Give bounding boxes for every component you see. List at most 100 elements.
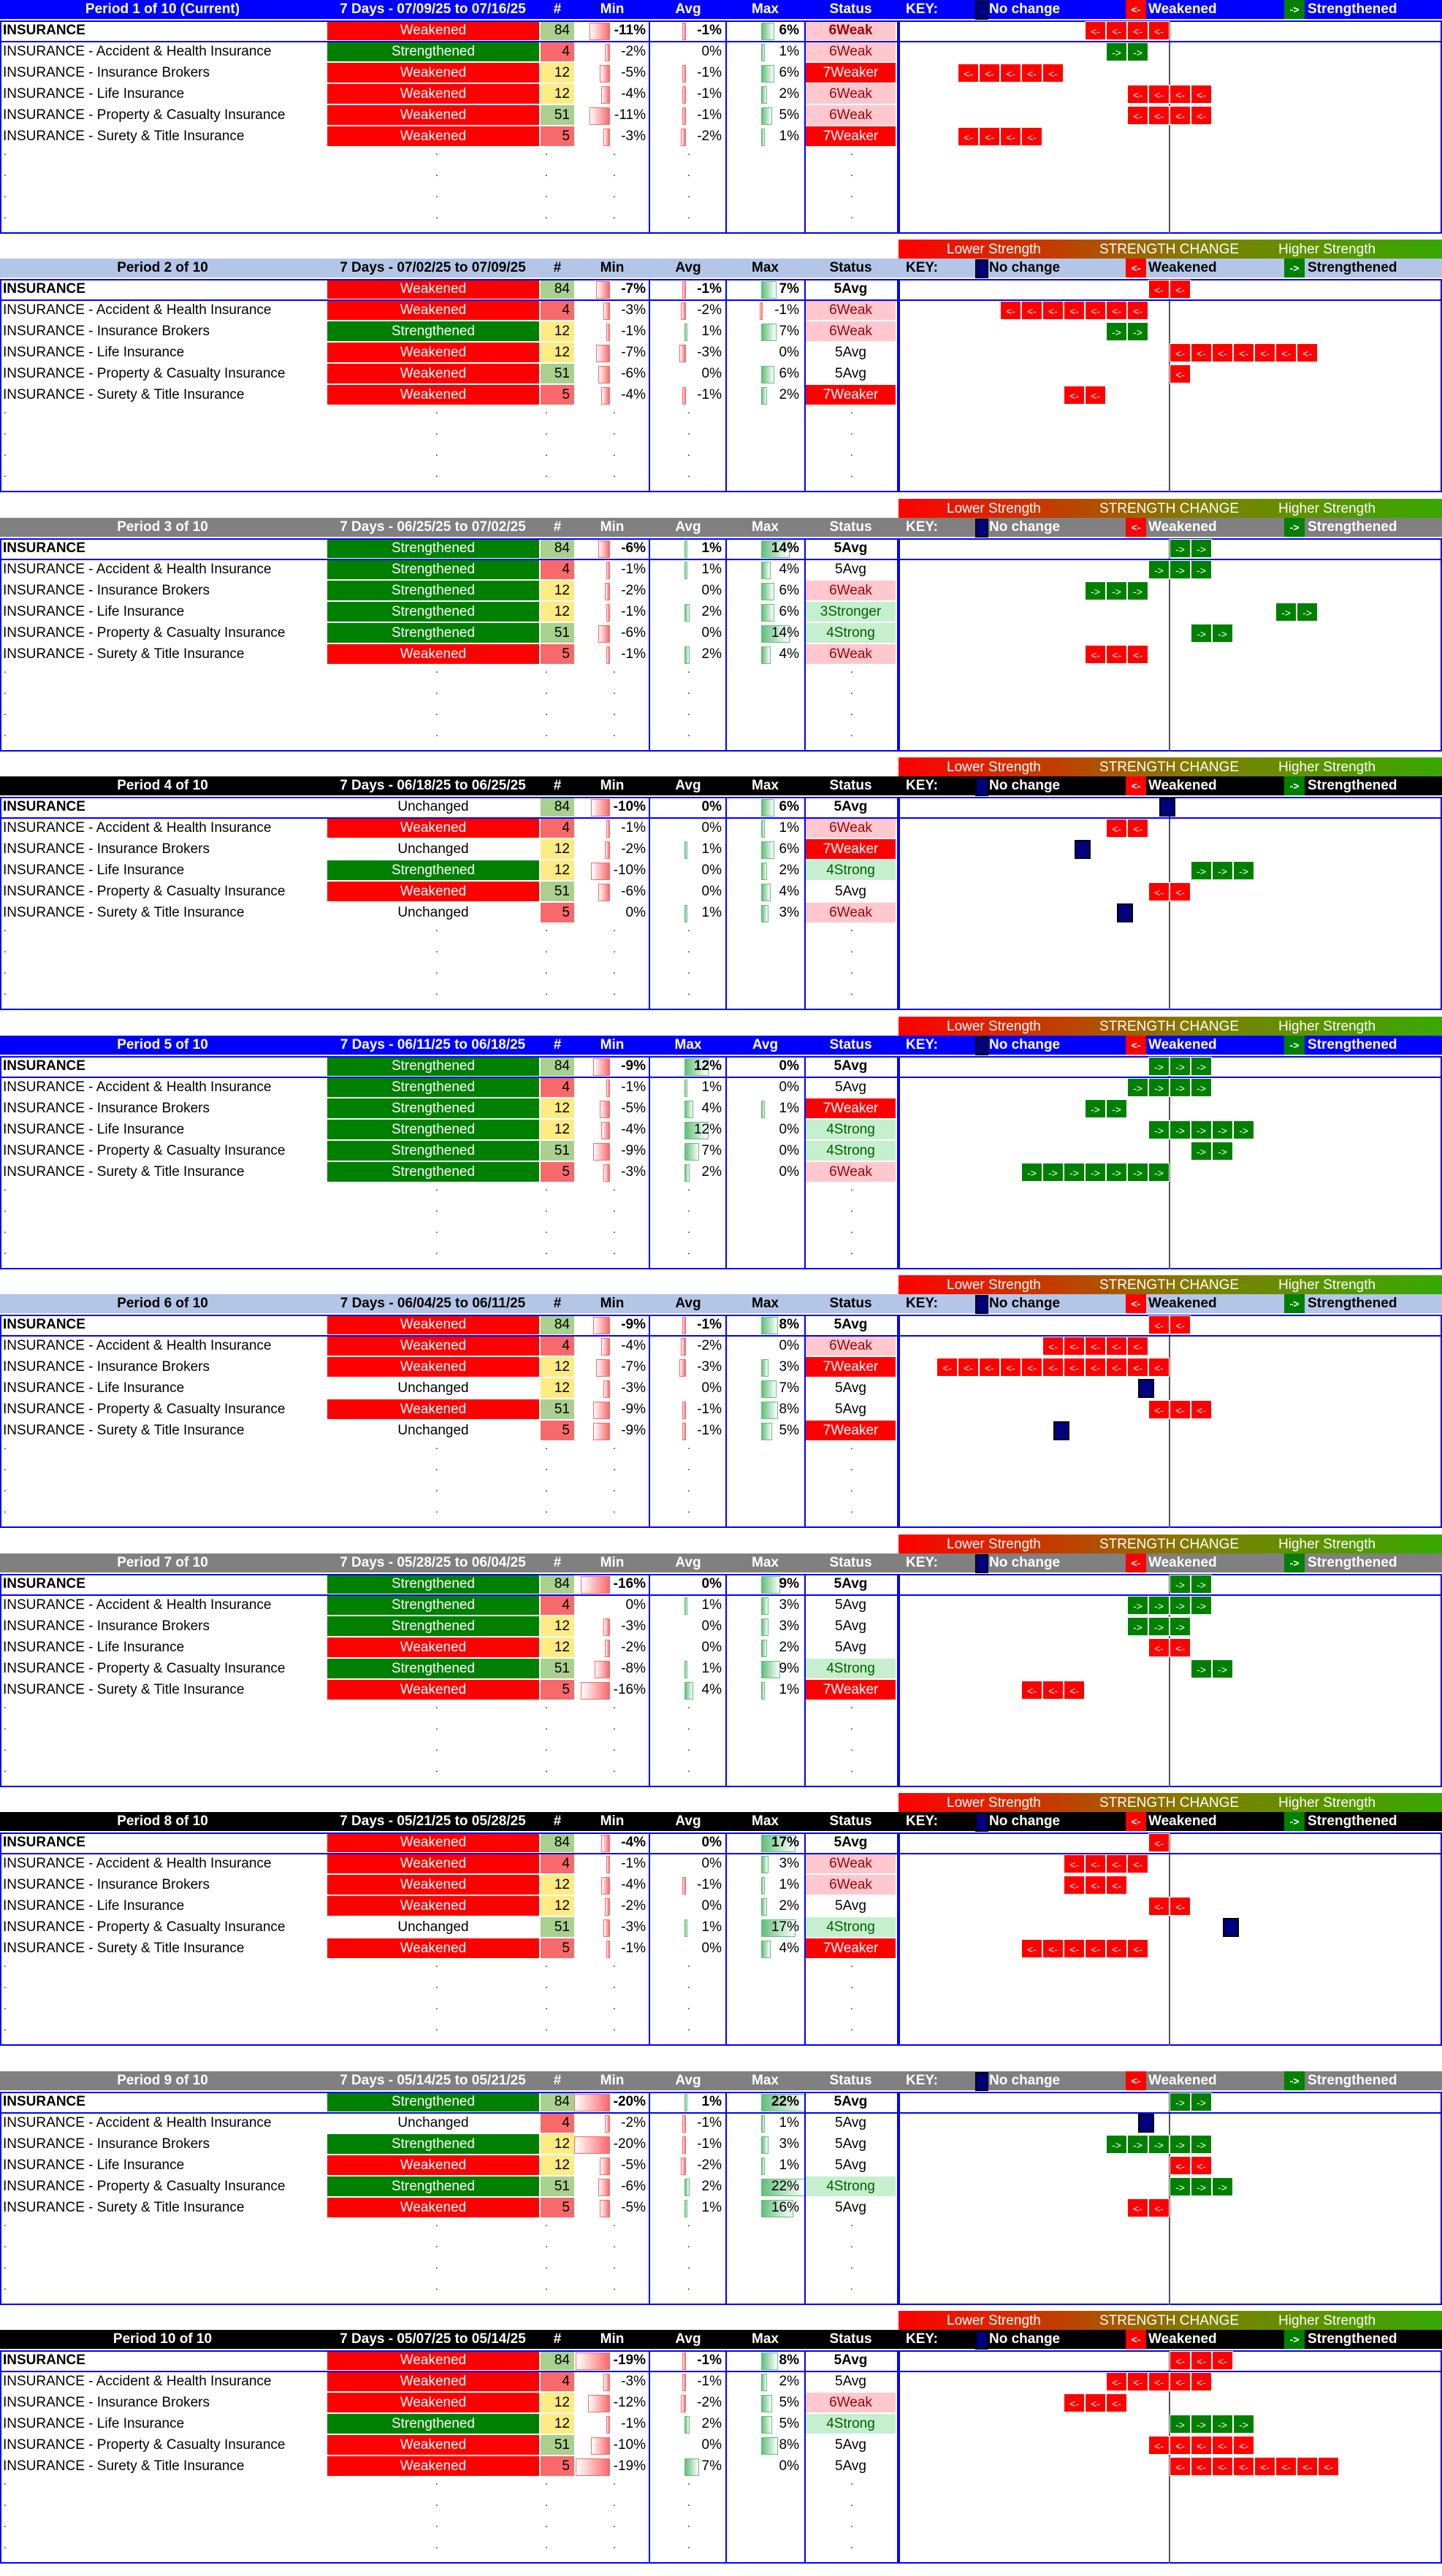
table-row[interactable]: INSURANCE - Insurance Brokers Weakened 12 -… (0, 1357, 899, 1378)
table-row[interactable]: INSURANCE - Surety & Title Insurance Stre… (0, 1162, 899, 1183)
min-value: -19% (613, 2353, 646, 2368)
change-status-cell: Weakened (327, 385, 539, 405)
table-row[interactable]: INSURANCE - Accident & Health Insurance S… (0, 559, 899, 581)
change-status-cell: Weakened (327, 1854, 539, 1873)
table-row[interactable]: INSURANCE - Property & Casualty Insuranc… (0, 2176, 899, 2198)
table-row[interactable]: INSURANCE - Property & Casualty Insuranc… (0, 2435, 899, 2456)
table-row[interactable]: INSURANCE - Surety & Title Insurance Weak… (0, 126, 899, 148)
table-row[interactable]: INSURANCE Weakened 84 -4% 0% 17% 5Avg (0, 1832, 899, 1854)
table-row[interactable]: INSURANCE Strengthened 84 -20% 1% 22% 5Avg (0, 2092, 899, 2113)
table-row[interactable]: INSURANCE - Surety & Title Insurance Weak… (0, 2456, 899, 2477)
table-row[interactable]: INSURANCE - Accident & Health Insurance W… (0, 818, 899, 839)
table-row[interactable]: INSURANCE - Property & Casualty Insuranc… (0, 364, 899, 385)
table-row[interactable]: INSURANCE - Life Insurance Strengthened 12… (0, 2414, 899, 2435)
table-row[interactable]: INSURANCE - Life Insurance Strengthened 12… (0, 860, 899, 882)
table-row[interactable]: INSURANCE - Life Insurance Weakened 12 -5% -… (0, 2155, 899, 2176)
table-row[interactable]: INSURANCE - Surety & Title Insurance Weak… (0, 1680, 899, 1701)
empty-row-marker: . (545, 404, 548, 416)
table-row[interactable]: INSURANCE Strengthened 84 -9% 12% 0% 5Avg (0, 1056, 899, 1077)
row-name: INSURANCE (3, 1576, 85, 1591)
weakened-key-label: Weakened (1148, 1813, 1217, 1829)
empty-row-marker: . (850, 2021, 853, 2033)
avg-value: 7% (701, 2458, 722, 2474)
strength-status-cell: 6Weak (806, 321, 896, 341)
table-row[interactable]: INSURANCE - Property & Casualty Insuranc… (0, 882, 899, 903)
table-row[interactable]: INSURANCE - Property & Casualty Insuranc… (0, 1399, 899, 1421)
table-row[interactable]: INSURANCE - Insurance Brokers Unchanged 12… (0, 839, 899, 860)
table-row[interactable]: INSURANCE Weakened 84 -11% -1% 6% 6Weak (0, 20, 899, 42)
period-block: Period 1 of 10 (Current) 7 Days - 07/09/2… (0, 0, 1442, 234)
table-row[interactable]: INSURANCE - Life Insurance Strengthened 12… (0, 602, 899, 623)
band-change-label: STRENGTH CHANGE (1099, 1537, 1240, 1552)
table-row[interactable]: INSURANCE - Accident & Health Insurance W… (0, 1336, 899, 1357)
table-row[interactable]: INSURANCE - Surety & Title Insurance Weak… (0, 2198, 899, 2219)
table-row[interactable]: INSURANCE - Accident & Health Insurance W… (0, 300, 899, 321)
table-row[interactable]: INSURANCE - Surety & Title Insurance Weak… (0, 1938, 899, 1960)
table-row[interactable]: INSURANCE - Life Insurance Strengthened 12… (0, 1120, 899, 1141)
table-row[interactable]: INSURANCE - Accident & Health Insurance W… (0, 1854, 899, 1875)
empty-row-marker: . (435, 188, 438, 199)
table-row[interactable]: INSURANCE Strengthened 84 -6% 1% 14% 5Avg (0, 538, 899, 559)
band-lower-label: Lower Strength (947, 1019, 1041, 1034)
table-row[interactable]: INSURANCE - Surety & Title Insurance Unch… (0, 903, 899, 924)
table-row[interactable]: INSURANCE - Property & Casualty Insuranc… (0, 623, 899, 644)
table-row[interactable]: INSURANCE - Surety & Title Insurance Unch… (0, 1421, 899, 1442)
table-row[interactable]: INSURANCE - Life Insurance Unchanged 12 -3%… (0, 1378, 899, 1399)
table-row[interactable]: INSURANCE - Life Insurance Weakened 12 -2% 0… (0, 1896, 899, 1917)
empty-row-marker: . (545, 727, 548, 738)
table-row[interactable]: INSURANCE - Insurance Brokers Strengthene… (0, 321, 899, 343)
strength-change-grid (899, 279, 1442, 492)
empty-row-marker: . (545, 2496, 548, 2508)
change-status-cell: Weakened (327, 2350, 539, 2370)
strengthened-key-arrow: -> (1284, 1553, 1305, 1572)
weakened-key-arrow: <- (1126, 1812, 1146, 1831)
table-row[interactable]: INSURANCE - Accident & Health Insurance S… (0, 42, 899, 63)
no-change-label: No change (989, 1813, 1061, 1829)
max-value: 14% (771, 625, 799, 641)
table-row[interactable]: INSURANCE - Accident & Health Insurance W… (0, 2371, 899, 2393)
table-row[interactable]: INSURANCE - Life Insurance Weakened 12 -4% -… (0, 84, 899, 105)
table-row[interactable]: INSURANCE - Insurance Brokers Strengthene… (0, 1098, 899, 1120)
empty-row-marker: . (850, 684, 853, 696)
table-row[interactable]: INSURANCE Weakened 84 -19% -1% 8% 5Avg (0, 2350, 899, 2371)
min-bar (600, 1101, 610, 1118)
table-row[interactable]: INSURANCE Unchanged 84 -10% 0% 6% 5Avg (0, 797, 899, 818)
count-cell: 84 (541, 797, 574, 817)
table-row[interactable]: INSURANCE - Insurance Brokers Weakened 12 -… (0, 2393, 899, 2414)
max-bar (761, 86, 767, 104)
column-divider (804, 2092, 806, 2305)
table-row[interactable]: INSURANCE - Accident & Health Insurance U… (0, 2113, 899, 2134)
empty-row-marker: . (613, 1979, 616, 1990)
table-row[interactable]: INSURANCE - Insurance Brokers Strengthene… (0, 2134, 899, 2155)
max-bar (761, 1576, 780, 1594)
table-row[interactable]: INSURANCE - Insurance Brokers Weakened 12 -… (0, 1875, 899, 1896)
table-row[interactable]: INSURANCE - Life Insurance Weakened 12 -2% 0… (0, 1637, 899, 1659)
table-row[interactable]: INSURANCE - Life Insurance Weakened 12 -7% -… (0, 343, 899, 364)
range-dates: 07/09/25 to 07/16/25 (397, 1, 526, 17)
table-row[interactable]: INSURANCE - Insurance Brokers Strengthene… (0, 581, 899, 602)
strength-status-cell: 5Avg (806, 882, 896, 901)
weakened-arrow: <- (1021, 1939, 1042, 1958)
table-row[interactable]: INSURANCE - Insurance Brokers Strengthene… (0, 1616, 899, 1637)
table-row[interactable]: INSURANCE - Accident & Health Insurance S… (0, 1595, 899, 1616)
min-bar (601, 387, 610, 405)
table-row[interactable]: INSURANCE - Property & Casualty Insuranc… (0, 1141, 899, 1162)
empty-row-marker: . (613, 1503, 616, 1515)
max-bar (761, 1856, 769, 1873)
weakened-arrow: <- (1000, 301, 1021, 320)
table-row[interactable]: INSURANCE Strengthened 84 -16% 0% 9% 5Avg (0, 1574, 899, 1595)
weakened-arrow: <- (1170, 106, 1191, 125)
center-divider (1169, 1574, 1170, 1787)
row-name: INSURANCE - Property & Casualty Insuranc… (3, 2437, 286, 2453)
max-bar (761, 884, 771, 901)
table-row[interactable]: INSURANCE - Accident & Health Insurance S… (0, 1077, 899, 1098)
table-row[interactable]: INSURANCE - Property & Casualty Insuranc… (0, 1659, 899, 1680)
table-row[interactable]: INSURANCE - Surety & Title Insurance Weak… (0, 644, 899, 665)
table-row[interactable]: INSURANCE - Insurance Brokers Weakened 12 -… (0, 63, 899, 84)
strengthened-arrow: -> (1191, 861, 1212, 880)
table-row[interactable]: INSURANCE - Property & Casualty Insuranc… (0, 105, 899, 126)
table-row[interactable]: INSURANCE Weakened 84 -9% -1% 8% 5Avg (0, 1315, 899, 1336)
table-row[interactable]: INSURANCE Weakened 84 -7% -1% 7% 5Avg (0, 279, 899, 300)
table-row[interactable]: INSURANCE - Property & Casualty Insuranc… (0, 1917, 899, 1938)
table-row[interactable]: INSURANCE - Surety & Title Insurance Weak… (0, 385, 899, 406)
